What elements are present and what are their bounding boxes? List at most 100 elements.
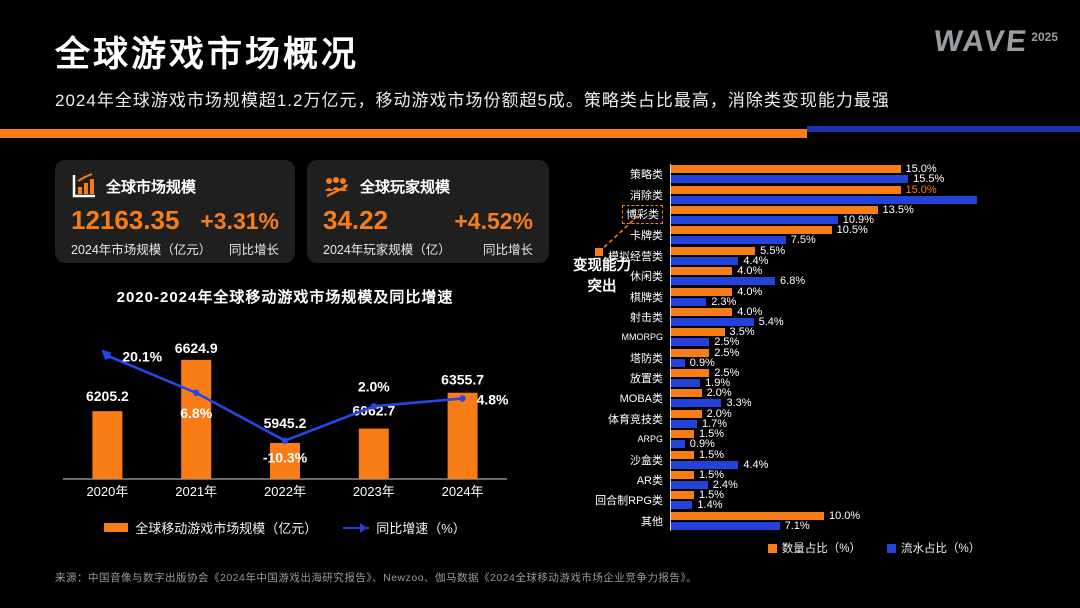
x-tick-label: 2020年: [86, 484, 128, 499]
genre-chart-legend: 数量占比（%） 流水占比（%）: [670, 540, 1078, 556]
genre-bars: 4.0% 2.3%: [670, 286, 1078, 308]
genre-bars: 2.5% 0.9%: [670, 346, 1078, 369]
genre-label: AR类: [636, 475, 663, 488]
genre-label: 放置类: [630, 373, 663, 386]
line-value-label: 20.1%: [122, 349, 162, 365]
quantity-bar: [671, 205, 878, 214]
line-point: [281, 437, 289, 444]
genre-label: 棋牌类: [630, 291, 663, 304]
genre-label: 模拟经营类: [608, 250, 663, 263]
genre-bars: 15.0% 15.5%: [670, 163, 1078, 185]
line-point: [370, 403, 377, 410]
card-title: 全球玩家规模: [360, 178, 451, 196]
quantity-bar: [671, 430, 694, 439]
x-tick-label: 2023年: [353, 484, 395, 499]
players-value: 34.22: [323, 205, 389, 235]
genre-bars: 2.5% 1.9%: [670, 368, 1078, 390]
bar-value-label: 2.3%: [711, 295, 737, 308]
chart-title: 2020-2024年全球移动游戏市场规模及同比增速: [116, 289, 454, 306]
genre-label: 消除类: [630, 189, 663, 202]
genre-row-博彩类: 博彩类 13.5% 10.9%: [558, 203, 1078, 225]
bar-value-label: 15.0%: [905, 183, 937, 196]
quantity-bar: [671, 348, 710, 357]
genre-bars: 15.0%: [670, 183, 1078, 205]
genre-row-消除类: 消除类 15.0%: [558, 183, 1078, 205]
line-value-label: 6.8%: [180, 405, 212, 421]
genre-bars: 10.0% 7.1%: [670, 510, 1078, 532]
bar-value-label: 13.5%: [882, 203, 914, 216]
revenue-bar: [671, 297, 707, 306]
bar-legend-label: 全球移动游戏市场规模（亿元）: [135, 521, 318, 536]
genre-row-策略类: 策略类 15.0% 15.5%: [558, 163, 1078, 185]
players-delta-label: 同比增长: [482, 243, 533, 257]
genre-bars: 5.5% 4.4%: [670, 245, 1078, 267]
genre-bars: 1.5% 0.9%: [670, 428, 1078, 451]
bar-value-label: 6.8%: [780, 275, 806, 288]
line-legend-swatch: [343, 522, 370, 533]
players-icon: [325, 177, 348, 197]
revenue-bar: [671, 256, 739, 265]
bar-value-label: 5.4%: [758, 315, 784, 328]
genre-row-射击类: 射击类 4.0% 5.4%: [558, 306, 1078, 328]
genre-bars: 4.0% 5.4%: [670, 306, 1078, 328]
genre-bars: 1.5% 2.4%: [670, 470, 1078, 491]
bar-value-label: 3.5%: [729, 326, 755, 339]
line-value-label: -10.3%: [263, 450, 308, 466]
divider-orange-segment: [0, 129, 807, 138]
revenue-legend-label: 流水占比（%）: [901, 543, 981, 555]
bar-value-label: 3.3%: [726, 397, 752, 410]
genre-bars: 1.5% 4.4%: [670, 449, 1078, 470]
divider-blue-segment: [807, 126, 1080, 132]
bar-value-label: 1.9%: [705, 377, 731, 390]
genre-row-塔防类: 塔防类 2.5% 0.9%: [558, 346, 1078, 369]
market-size-value: 12163.35: [71, 205, 180, 235]
revenue-bar: [671, 460, 739, 469]
genre-row-MOBA类: MOBA类 2.0% 3.3%: [558, 388, 1078, 410]
bar-value-label: 1.5%: [698, 489, 725, 502]
genre-label: 回合制RPG类: [595, 495, 663, 508]
bar-value-label: 4.4%: [743, 254, 769, 267]
bar-value-label: 2.5%: [714, 346, 740, 359]
bar-value-label: 6624.9: [175, 340, 218, 356]
genre-label: 射击类: [630, 311, 663, 324]
players-card: 全球玩家规模 34.22 +4.52% 2024年玩家规模（亿） 同比增长: [307, 160, 549, 263]
genre-row-体育竞技类: 体育竞技类 2.0% 1.7%: [558, 407, 1078, 429]
combo-chart-legend: 全球移动游戏市场规模（亿元） 同比增速（%）: [55, 518, 515, 537]
genre-label: 策略类: [630, 169, 663, 182]
quantity-bar: [671, 287, 733, 296]
wave-logo-text: WAVE: [932, 25, 1031, 58]
quantity-bar: [671, 491, 694, 500]
bar-value-label: 2.0%: [706, 407, 732, 420]
quantity-bar: [671, 307, 733, 316]
x-tick-label: 2021年: [175, 484, 217, 499]
genre-label: ARPG: [637, 434, 663, 445]
bar-2024年: [447, 392, 478, 479]
bar-value-label: 0.9%: [689, 356, 715, 369]
annotation-text: 变现能力 突出: [573, 258, 631, 296]
quantity-legend-swatch: [767, 543, 777, 553]
genre-row-AR类: AR类 1.5% 2.4%: [558, 470, 1078, 491]
line-point: [459, 395, 466, 402]
bar-value-label: 6205.2: [86, 388, 129, 404]
genre-bars: 2.0% 3.3%: [670, 388, 1078, 410]
bar-value-label: 0.9%: [689, 438, 715, 451]
bar-value-label: 7.1%: [784, 519, 810, 532]
bar-value-label: 1.5%: [698, 428, 725, 441]
bar-chart-icon: [72, 173, 95, 198]
genre-row-其他: 其他 10.0% 7.1%: [558, 510, 1078, 532]
revenue-bar: [671, 521, 780, 530]
quantity-bar: [671, 471, 694, 480]
revenue-bar: [671, 338, 710, 347]
genre-row-棋牌类: 棋牌类 4.0% 2.3%: [558, 286, 1078, 308]
genre-bars: 2.0% 1.7%: [670, 407, 1078, 429]
bar-value-label: 15.0%: [905, 163, 937, 176]
card-title: 全球市场规模: [106, 178, 197, 196]
genre-rows: 策略类 15.0% 15.5% 消除类 15.0% 博彩类 13.5% 10.9% 卡牌类 10.…: [558, 164, 1078, 531]
genre-row-沙盒类: 沙盒类 1.5% 4.4%: [558, 449, 1078, 470]
genre-label: 体育竞技类: [608, 413, 663, 426]
bar-value-label: 6355.7: [441, 372, 484, 388]
bar-value-label: 1.4%: [697, 499, 723, 512]
genre-bars: 1.5% 1.4%: [670, 489, 1078, 512]
genre-row-卡牌类: 卡牌类 10.5% 7.5%: [558, 225, 1078, 246]
quantity-bar: [671, 328, 725, 337]
